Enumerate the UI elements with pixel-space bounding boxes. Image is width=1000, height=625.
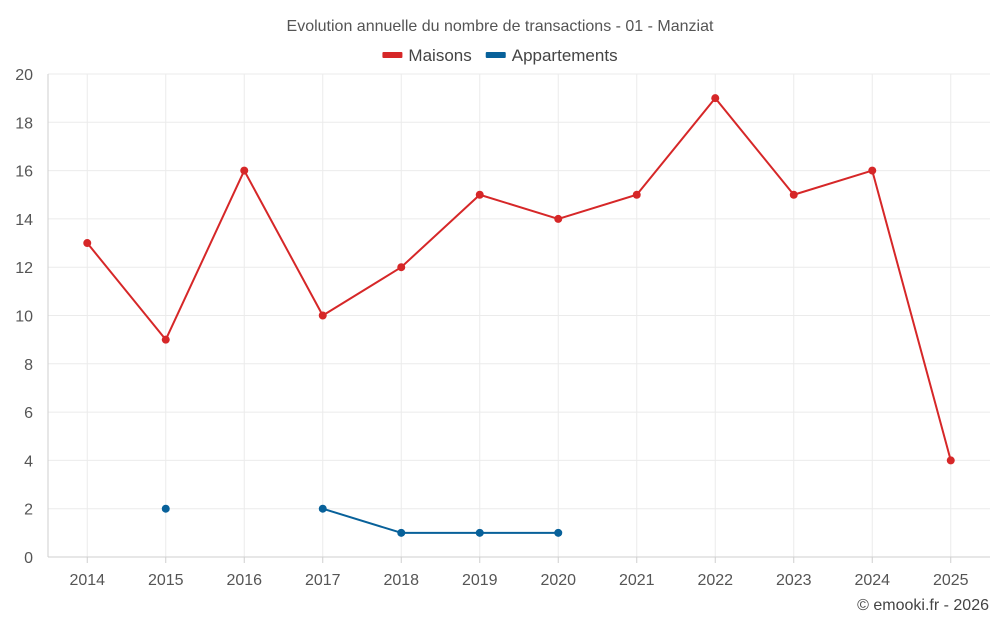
x-tick-label: 2021 xyxy=(619,572,655,589)
y-tick-label: 10 xyxy=(15,309,33,326)
y-tick-label: 4 xyxy=(24,453,33,470)
x-tick-label: 2025 xyxy=(933,572,969,589)
x-tick-label: 2015 xyxy=(148,572,184,589)
y-tick-label: 0 xyxy=(24,550,33,567)
y-tick-label: 2 xyxy=(24,502,33,519)
data-point-maisons[interactable] xyxy=(632,190,641,199)
legend: Maisons Appartements xyxy=(382,46,618,65)
data-point-maisons[interactable] xyxy=(789,190,798,199)
axes: 0 2 4 6 8 10 12 14 16 18 20 2014 2015 2016 2017 2018 201… xyxy=(15,67,990,589)
data-point-maisons[interactable] xyxy=(83,239,92,248)
x-tick-label: 2016 xyxy=(226,572,262,589)
x-tick-label: 2017 xyxy=(305,572,341,589)
y-tick-label: 12 xyxy=(15,260,33,277)
data-point-maisons[interactable] xyxy=(711,94,720,103)
y-tick-label: 14 xyxy=(15,212,33,229)
legend-swatch-appartements xyxy=(485,52,506,58)
data-point-appartements[interactable] xyxy=(554,528,563,537)
data-point-maisons[interactable] xyxy=(240,166,249,175)
x-tick-label: 2019 xyxy=(462,572,498,589)
x-tick-label: 2022 xyxy=(697,572,733,589)
data-point-appartements[interactable] xyxy=(318,504,327,513)
y-tick-label: 16 xyxy=(15,164,33,181)
data-point-maisons[interactable] xyxy=(946,456,955,465)
data-point-maisons[interactable] xyxy=(475,190,484,199)
data-point-maisons[interactable] xyxy=(868,166,877,175)
y-tick-label: 8 xyxy=(24,357,33,374)
x-tick-label: 2023 xyxy=(776,572,812,589)
x-tick-label: 2020 xyxy=(540,572,576,589)
series-line-maisons xyxy=(86,97,952,461)
data-point-appartements[interactable] xyxy=(397,528,406,537)
series-line-appartements xyxy=(322,507,559,534)
x-tick-label: 2024 xyxy=(854,572,890,589)
data-point-appartements[interactable] xyxy=(475,528,484,537)
data-point-maisons[interactable] xyxy=(318,311,327,320)
data-point-maisons[interactable] xyxy=(554,214,563,223)
legend-swatch-maisons xyxy=(382,52,403,58)
y-tick-label: 18 xyxy=(15,115,33,132)
series-layer xyxy=(83,94,955,537)
data-point-maisons[interactable] xyxy=(161,335,170,344)
credit-text: © emooki.fr - 2026 xyxy=(857,597,989,614)
x-tick-label: 2018 xyxy=(383,572,419,589)
grid xyxy=(48,73,990,557)
legend-label-appartements[interactable]: Appartements xyxy=(512,46,618,65)
y-tick-label: 20 xyxy=(15,67,33,84)
data-point-appartements[interactable] xyxy=(161,504,170,513)
chart-title: Evolution annuelle du nombre de transact… xyxy=(287,18,714,35)
x-tick-label: 2014 xyxy=(69,572,105,589)
data-point-maisons[interactable] xyxy=(397,263,406,272)
legend-label-maisons[interactable]: Maisons xyxy=(408,46,471,65)
y-tick-label: 6 xyxy=(24,405,33,422)
